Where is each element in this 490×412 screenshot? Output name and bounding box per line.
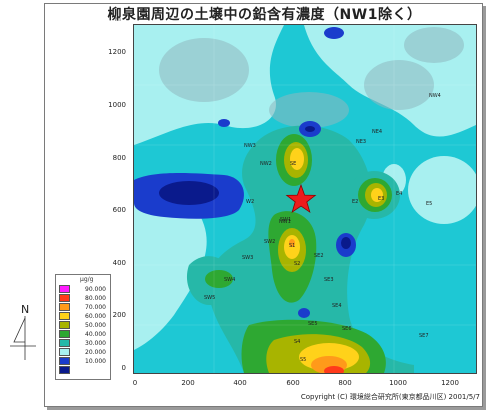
- site-label: NW2: [260, 161, 272, 167]
- site-label: NW4: [429, 93, 441, 99]
- legend-swatch: [59, 366, 70, 374]
- site-label: SW5: [204, 295, 215, 301]
- x-tick-1000: 1000: [389, 379, 407, 387]
- site-label: SW3: [242, 255, 253, 261]
- legend-value: 90.000: [85, 285, 106, 293]
- north-arrow-icon: [10, 316, 36, 360]
- site-label: SE4: [332, 303, 342, 309]
- legend-value: 20.000: [85, 348, 106, 356]
- legend-value: 60.000: [85, 312, 106, 320]
- legend-value: 50.000: [85, 321, 106, 329]
- site-label: SW4: [224, 277, 235, 283]
- map-title: 柳泉園周辺の土壌中の鉛含有濃度（NW1除く）: [107, 7, 422, 23]
- x-tick-0: 0: [132, 379, 138, 387]
- legend-swatch: [59, 357, 70, 365]
- legend-row: 80.000: [59, 294, 106, 302]
- navy-lows: [159, 126, 351, 249]
- site-label: E4: [396, 191, 402, 197]
- site-labels: NW4 NE4 NW3 NE3 NW2 SE NW1 E3 W2 E2 E4 E…: [204, 93, 441, 363]
- legend-value: 80.000: [85, 294, 106, 302]
- y-tick-400: 400: [112, 259, 126, 267]
- contour-map: NW4 NE4 NW3 NE3 NW2 SE NW1 E3 W2 E2 E4 E…: [133, 24, 477, 374]
- y-tick-1200: 1200: [108, 48, 126, 56]
- color-legend: μg/g 90.000 80.000 70.000 60.000 50.000 …: [55, 274, 111, 380]
- legend-value: 70.000: [85, 303, 106, 311]
- legend-swatch: [59, 285, 70, 293]
- legend-value: 40.000: [85, 330, 106, 338]
- legend-swatch: [59, 303, 70, 311]
- legend-unit: μg/g: [80, 276, 94, 283]
- site-label: NE3: [356, 139, 366, 145]
- site-label: NE4: [372, 129, 382, 135]
- legend-row: 30.000: [59, 339, 106, 347]
- site-label: NW3: [244, 143, 256, 149]
- x-tick-1200: 1200: [441, 379, 459, 387]
- y-axis-unit: m: [115, 16, 121, 23]
- site-label: S4: [294, 339, 300, 345]
- site-label: SE2: [314, 253, 324, 259]
- y-tick-600: 600: [112, 206, 126, 214]
- y-tick-1000: 1000: [108, 101, 126, 109]
- site-label: S5: [300, 357, 306, 363]
- legend-row: 70.000: [59, 303, 106, 311]
- site-label: S2: [294, 261, 300, 267]
- site-label: SE7: [419, 333, 429, 339]
- site-label: NW1: [279, 219, 291, 225]
- legend-row: 20.000: [59, 348, 106, 356]
- site-label: S1: [289, 243, 295, 249]
- contour-map-svg: NW4 NE4 NW3 NE3 NW2 SE NW1 E3 W2 E2 E4 E…: [134, 25, 476, 373]
- legend-swatch: [59, 312, 70, 320]
- y-tick-200: 200: [112, 311, 126, 319]
- facility-star-icon: [285, 183, 317, 214]
- x-tick-600: 600: [286, 379, 300, 387]
- legend-swatch: [59, 330, 70, 338]
- red-peak: [324, 366, 344, 373]
- copyright-text: Copyright (C) 環境総合研究所(東京都品川区) 2001/5/7: [300, 393, 480, 401]
- legend-value: 10.000: [85, 357, 106, 365]
- legend-row: 60.000: [59, 312, 106, 320]
- legend-swatch: [59, 321, 70, 329]
- hatching: [134, 25, 476, 373]
- legend-swatch: [59, 348, 70, 356]
- north-label: N: [21, 303, 30, 316]
- legend-row: [59, 366, 106, 374]
- x-tick-800: 800: [338, 379, 352, 387]
- legend-row: 40.000: [59, 330, 106, 338]
- site-label: E2: [352, 199, 358, 205]
- y-tick-800: 800: [112, 154, 126, 162]
- x-tick-200: 200: [181, 379, 195, 387]
- legend-value: 30.000: [85, 339, 106, 347]
- orange-peak-sw: [289, 239, 295, 247]
- legend-row: 50.000: [59, 321, 106, 329]
- site-label: SE5: [308, 321, 318, 327]
- y-tick-0: 0: [121, 364, 126, 372]
- legend-row: 90.000: [59, 285, 106, 293]
- legend-swatch: [59, 294, 70, 302]
- x-tick-400: 400: [233, 379, 247, 387]
- site-label: SE: [290, 161, 296, 167]
- site-label: E5: [426, 201, 432, 207]
- site-label: SE6: [342, 326, 352, 332]
- legend-swatch: [59, 339, 70, 347]
- site-label: SW2: [264, 239, 275, 245]
- site-label: E3: [378, 196, 384, 202]
- site-label: SE3: [324, 277, 334, 283]
- site-label: W2: [246, 199, 254, 205]
- legend-row: 10.000: [59, 357, 106, 365]
- gray-areas: [159, 27, 464, 128]
- site-label: SW1: [280, 217, 291, 223]
